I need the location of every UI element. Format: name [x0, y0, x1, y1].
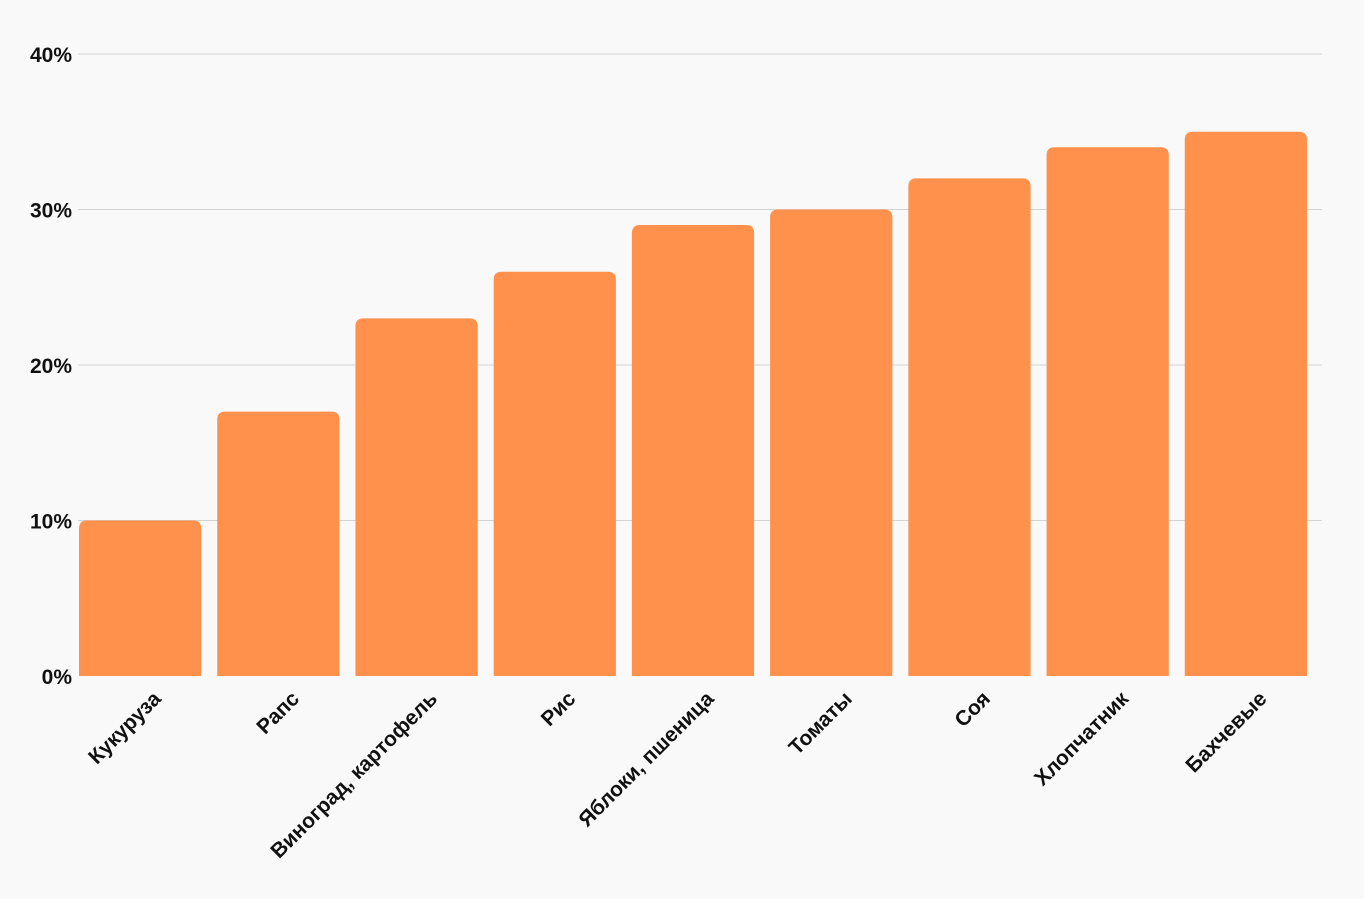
x-category-label: Кукуруза	[84, 687, 166, 769]
bars	[79, 131, 1307, 677]
x-category-label: Рапс	[252, 687, 304, 739]
bar	[770, 209, 893, 676]
bar	[908, 178, 1031, 676]
bar	[355, 318, 478, 676]
y-tick-label: 40%	[30, 44, 72, 67]
bar	[1046, 147, 1169, 677]
bar	[1184, 131, 1307, 676]
x-category-label: Бахчевые	[1181, 687, 1271, 777]
x-category-label: Соя	[950, 687, 995, 732]
y-tick-label: 0%	[42, 666, 73, 689]
bar	[217, 411, 340, 676]
bar	[493, 271, 616, 676]
x-category-label: Рис	[537, 687, 581, 731]
x-category-label: Яблоки, пшеница	[574, 687, 718, 831]
y-tick-label: 30%	[30, 200, 72, 223]
bar	[79, 520, 202, 676]
y-axis-tick-labels: 0% 10% 20% 30% 40%	[30, 44, 72, 689]
x-category-label: Хлопчатник	[1030, 687, 1133, 790]
y-tick-label: 20%	[30, 355, 72, 378]
bar	[631, 225, 755, 677]
x-category-label: Томаты	[784, 687, 856, 759]
y-tick-label: 10%	[30, 511, 72, 534]
